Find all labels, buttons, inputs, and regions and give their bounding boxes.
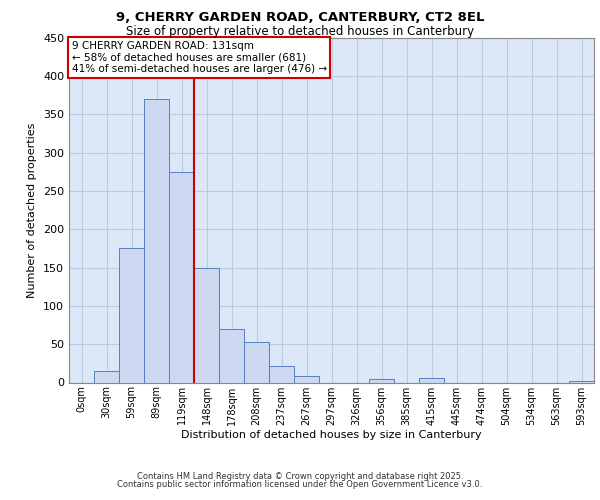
Text: 9, CHERRY GARDEN ROAD, CANTERBURY, CT2 8EL: 9, CHERRY GARDEN ROAD, CANTERBURY, CT2 8… [116, 11, 484, 24]
Bar [294, 376, 319, 382]
Text: Contains public sector information licensed under the Open Government Licence v3: Contains public sector information licen… [118, 480, 482, 489]
Bar [269, 366, 294, 382]
Text: Size of property relative to detached houses in Canterbury: Size of property relative to detached ho… [126, 25, 474, 38]
Bar [119, 248, 144, 382]
Bar [144, 99, 169, 382]
Bar [419, 378, 444, 382]
Bar [194, 268, 219, 382]
Y-axis label: Number of detached properties: Number of detached properties [28, 122, 37, 298]
Bar [94, 371, 119, 382]
Bar [369, 378, 394, 382]
Text: Contains HM Land Registry data © Crown copyright and database right 2025.: Contains HM Land Registry data © Crown c… [137, 472, 463, 481]
X-axis label: Distribution of detached houses by size in Canterbury: Distribution of detached houses by size … [181, 430, 482, 440]
Bar [569, 381, 594, 382]
Bar [169, 172, 194, 382]
Bar [219, 329, 244, 382]
Text: 9 CHERRY GARDEN ROAD: 131sqm
← 58% of detached houses are smaller (681)
41% of s: 9 CHERRY GARDEN ROAD: 131sqm ← 58% of de… [71, 41, 327, 74]
Bar [244, 342, 269, 382]
